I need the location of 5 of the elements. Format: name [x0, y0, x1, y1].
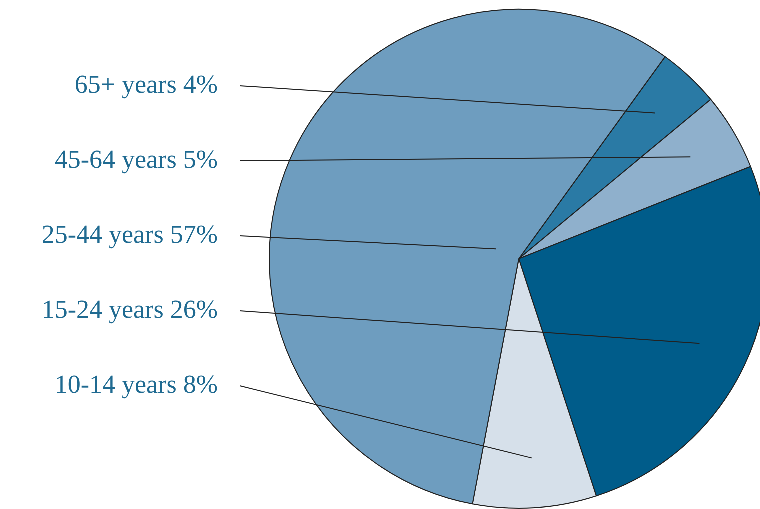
- slice-label: 45-64 years 5%: [54, 144, 218, 174]
- slice-label: 65+ years 4%: [74, 70, 218, 99]
- slice-label: 25-44 years 57%: [42, 220, 218, 249]
- slice-label: 15-24 years 26%: [42, 294, 218, 324]
- slice-label: 10-14 years 8%: [54, 370, 218, 399]
